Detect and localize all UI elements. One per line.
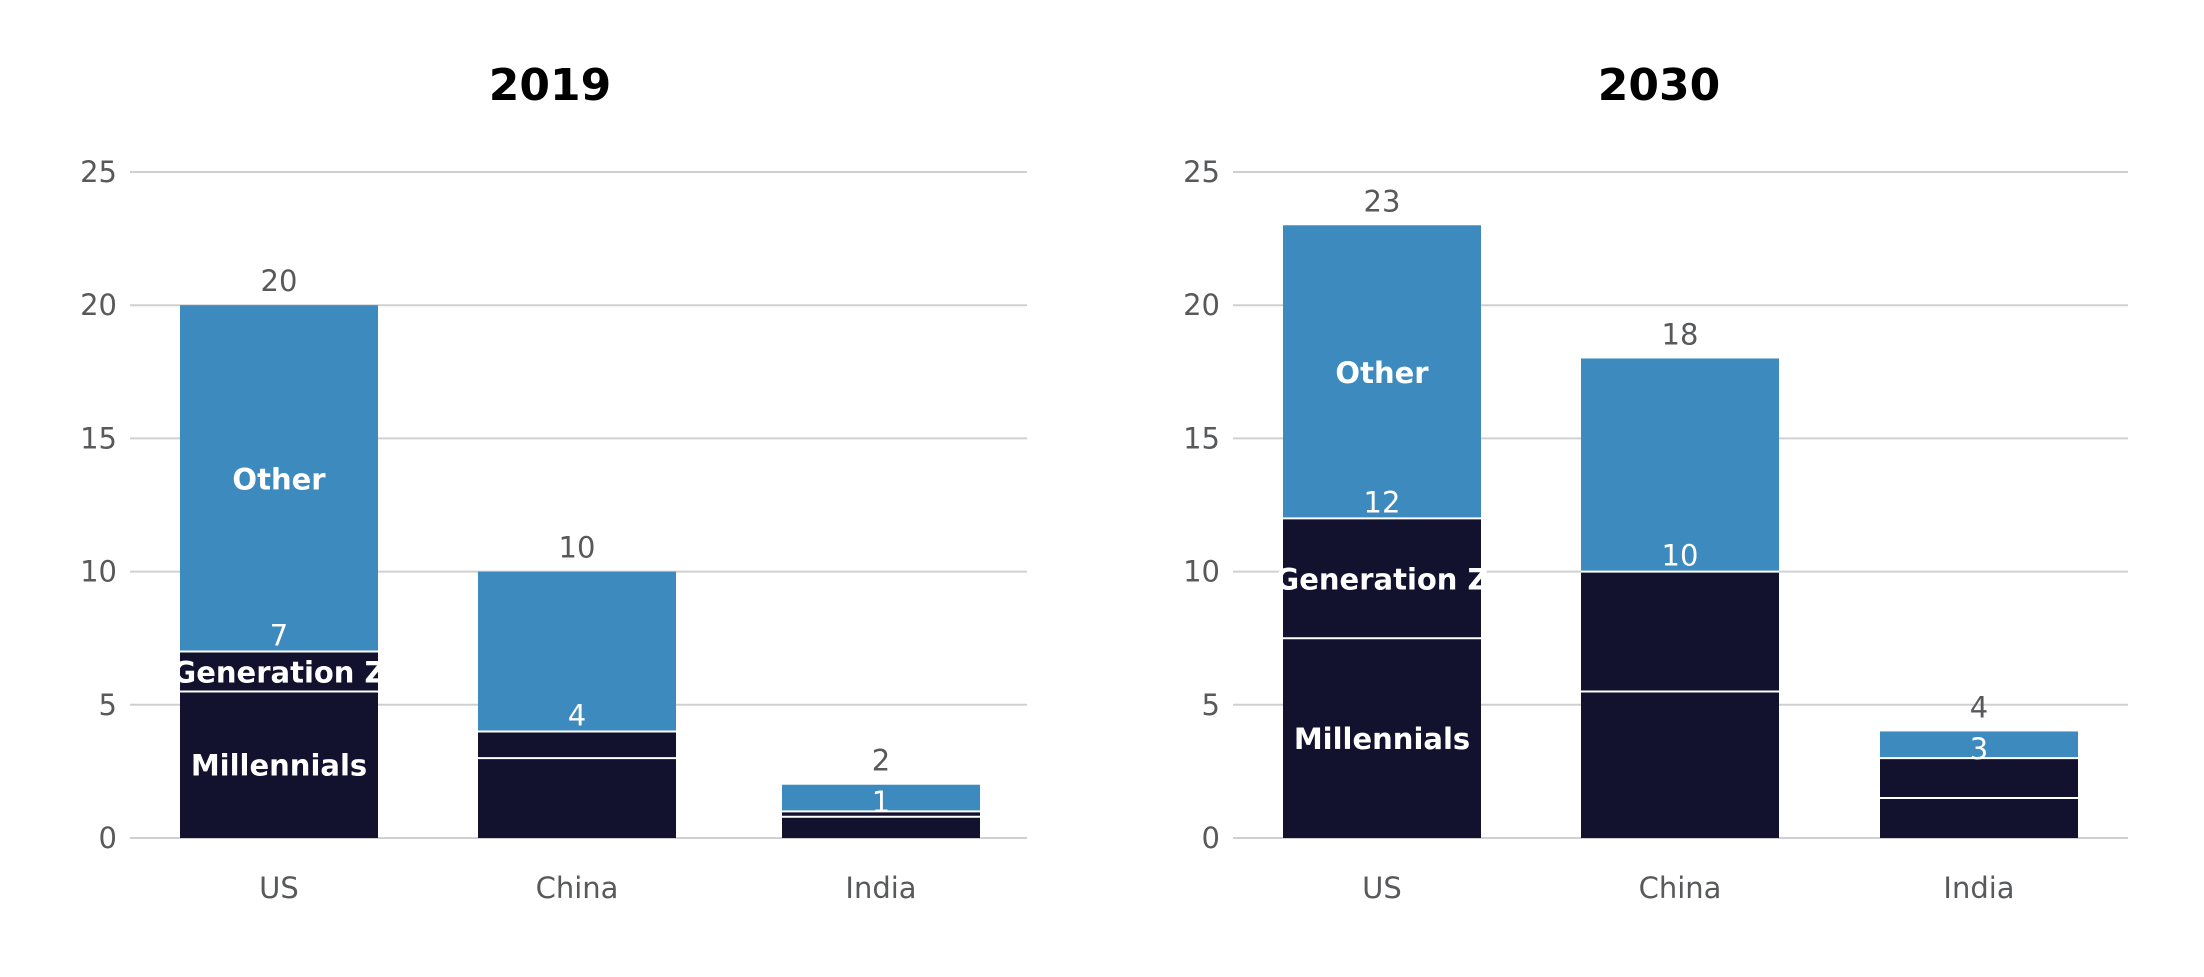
bar-segment-generation-z <box>478 731 676 759</box>
bar-boundary-label: 4 <box>568 698 586 732</box>
series-label: Millennials <box>191 749 367 783</box>
x-tick-label: India <box>845 871 916 905</box>
bar-segment-other <box>478 571 676 732</box>
y-tick-label: 20 <box>1183 288 1220 322</box>
y-tick-label: 25 <box>80 155 117 189</box>
bar-segment-generation-z <box>180 651 378 692</box>
bar-segment-other <box>782 784 980 812</box>
y-tick-label: 5 <box>1202 688 1220 722</box>
chart-title: 2030 <box>1598 60 1720 111</box>
chart-panel-2030: 2030 0 5 10 15 20 25 US 23 12 China 18 10 India 4 3 Mill… <box>1183 60 2128 905</box>
x-tick-label: US <box>259 871 299 905</box>
x-tick-label: China <box>536 871 619 905</box>
bar-segment-generation-z <box>1880 758 2078 799</box>
bar-total-label: 2 <box>872 744 890 778</box>
bar-boundary-label: 10 <box>1662 539 1699 573</box>
series-label: Other <box>1335 356 1429 390</box>
bar-segment-millennials <box>1581 691 1779 838</box>
series-label: Generation Z <box>172 656 385 690</box>
bar-segment-other <box>1283 225 1481 519</box>
bar-total-label: 20 <box>261 264 298 298</box>
bar-boundary-label: 7 <box>270 619 288 653</box>
bar-segment-generation-z <box>782 811 980 817</box>
bar-segment-millennials <box>782 816 980 838</box>
bar-segment-other <box>180 305 378 652</box>
y-tick-label: 15 <box>80 421 117 455</box>
series-label: Generation Z <box>1275 562 1488 596</box>
bar-segment-generation-z <box>1283 518 1481 639</box>
bar-boundary-label: 12 <box>1364 485 1401 519</box>
y-tick-label: 0 <box>99 821 117 855</box>
bar-segment-other <box>1581 358 1779 572</box>
bar-total-label: 23 <box>1364 184 1401 218</box>
x-tick-label: China <box>1639 871 1722 905</box>
bar-segment-other <box>1880 731 2078 759</box>
y-tick-label: 20 <box>80 288 117 322</box>
chart-title: 2019 <box>489 60 611 111</box>
bar-segment-millennials <box>180 691 378 838</box>
y-tick-label: 25 <box>1183 155 1220 189</box>
bar-total-label: 10 <box>559 531 596 565</box>
bar-segment-millennials <box>1283 638 1481 838</box>
bar-boundary-label: 3 <box>1970 732 1988 766</box>
y-tick-label: 0 <box>1202 821 1220 855</box>
bar-segment-generation-z <box>1581 571 1779 692</box>
y-tick-label: 10 <box>80 555 117 589</box>
bar-boundary-label: 1 <box>872 785 890 819</box>
series-label: Other <box>232 462 326 496</box>
x-tick-label: US <box>1362 871 1402 905</box>
bar-total-label: 18 <box>1662 317 1699 351</box>
chart-panel-2019: 2019 0 5 10 15 20 25 US 20 7 China 10 4 India 2 1 Millen… <box>80 60 1027 905</box>
y-tick-label: 5 <box>99 688 117 722</box>
y-tick-label: 15 <box>1183 421 1220 455</box>
series-label: Millennials <box>1294 722 1470 756</box>
y-tick-label: 10 <box>1183 555 1220 589</box>
bar-total-label: 4 <box>1970 690 1988 724</box>
x-tick-label: India <box>1943 871 2014 905</box>
bar-segment-millennials <box>1880 798 2078 838</box>
bar-segment-millennials <box>478 758 676 838</box>
